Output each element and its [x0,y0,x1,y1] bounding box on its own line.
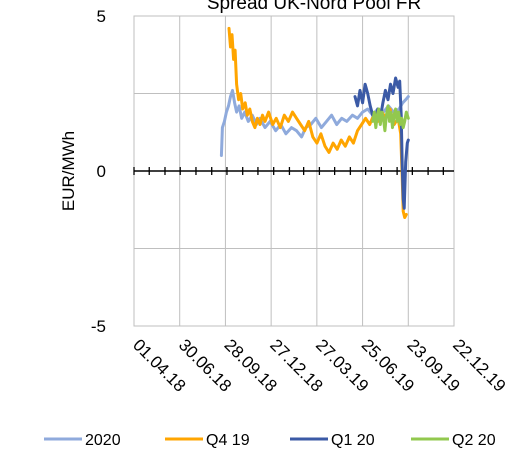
chart-title: Spread UK-Nord Pool FR [207,0,421,14]
legend-item: Q2 20 [411,432,496,449]
chart-legend: 2020 Q4 19 Q1 20 Q2 20 [44,432,496,449]
y-axis-title: EUR/MWh [59,131,78,211]
legend-label: Q2 20 [452,432,496,449]
legend-item: Q1 20 [290,432,375,449]
y-tick-label: 0 [97,162,106,181]
legend-item: Q4 19 [165,432,250,449]
chart-labels: 50-501.04.1830.06.1828.09.1827.12.1827.0… [91,7,510,396]
legend-label: Q4 19 [206,432,250,449]
legend-item: 2020 [44,432,121,449]
legend-label: Q1 20 [331,432,375,449]
series-line-q2-20 [371,104,410,133]
y-tick-label: 5 [97,7,106,26]
y-tick-label: -5 [91,317,106,336]
series-line-q1-20 [353,76,410,210]
legend-label: 2020 [85,432,121,449]
chart-series [219,26,410,219]
